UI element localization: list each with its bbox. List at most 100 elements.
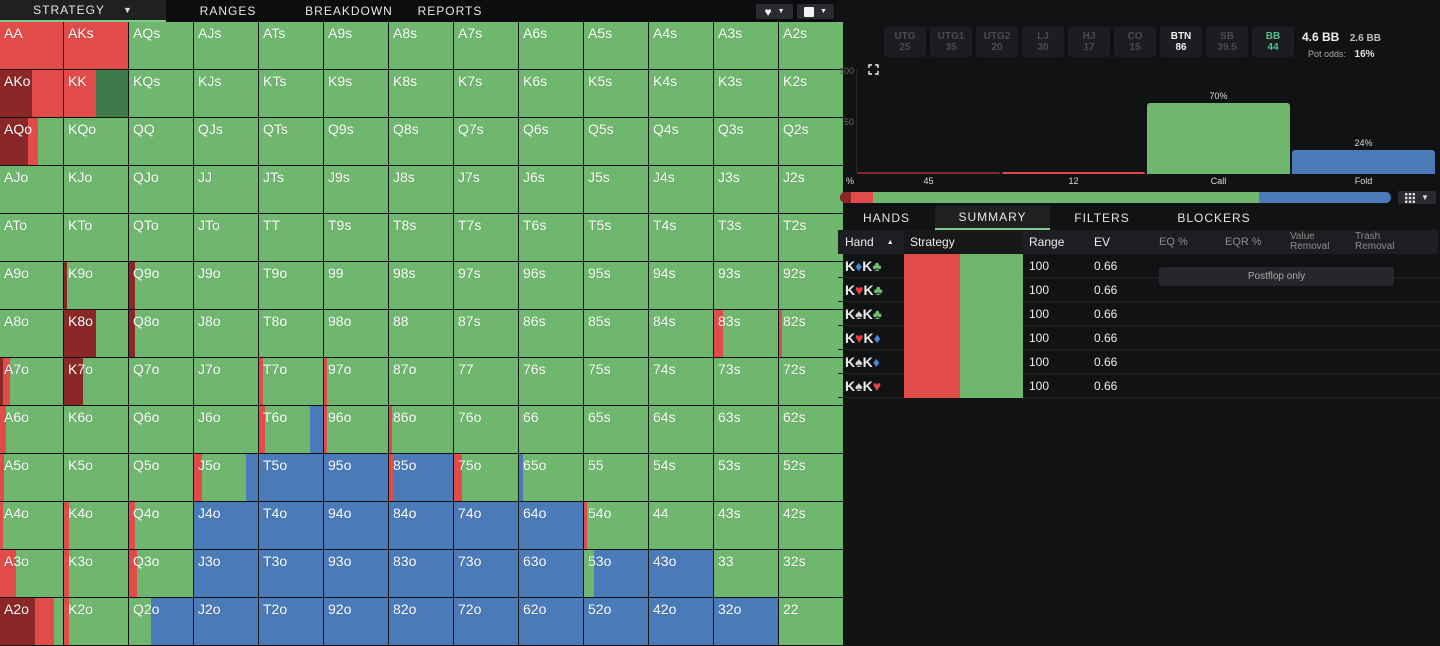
hand-cell-Q8o[interactable]: Q8o [129, 310, 193, 357]
hand-cell-J8o[interactable]: J8o [194, 310, 258, 357]
hand-cell-52s[interactable]: 52s [779, 454, 843, 501]
hand-cell-ATo[interactable]: ATo [0, 214, 63, 261]
hand-cell-J6o[interactable]: J6o [194, 406, 258, 453]
hand-cell-Q5s[interactable]: Q5s [584, 118, 648, 165]
hand-cell-44[interactable]: 44 [649, 502, 713, 549]
hand-cell-K4s[interactable]: K4s [649, 70, 713, 117]
hand-cell-83o[interactable]: 83o [389, 550, 453, 597]
hand-cell-Q8s[interactable]: Q8s [389, 118, 453, 165]
hand-cell-K8o[interactable]: K8o [64, 310, 128, 357]
hand-cell-Q3s[interactable]: Q3s [714, 118, 778, 165]
hand-cell-AKs[interactable]: AKs [64, 22, 128, 69]
tab-hands[interactable]: HANDS [838, 206, 935, 230]
chart-bar-12[interactable] [1002, 171, 1145, 174]
hand-cell-22[interactable]: 22 [779, 598, 843, 645]
hand-cell-83s[interactable]: 83s [714, 310, 778, 357]
hand-cell-32o[interactable]: 32o [714, 598, 778, 645]
hand-cell-QTo[interactable]: QTo [129, 214, 193, 261]
hand-cell-65s[interactable]: 65s [584, 406, 648, 453]
hand-cell-A9s[interactable]: A9s [324, 22, 388, 69]
hand-cell-T6s[interactable]: T6s [519, 214, 583, 261]
hand-cell-74o[interactable]: 74o [454, 502, 518, 549]
hand-cell-75s[interactable]: 75s [584, 358, 648, 405]
hand-cell-A4s[interactable]: A4s [649, 22, 713, 69]
hand-cell-55[interactable]: 55 [584, 454, 648, 501]
hand-cell-A5s[interactable]: A5s [584, 22, 648, 69]
hand-cell-73o[interactable]: 73o [454, 550, 518, 597]
hand-cell-93o[interactable]: 93o [324, 550, 388, 597]
hand-cell-J3s[interactable]: J3s [714, 166, 778, 213]
hand-cell-Q4o[interactable]: Q4o [129, 502, 193, 549]
table-row[interactable]: K♠K♥ 100 0.66 [838, 374, 1438, 398]
position-hj[interactable]: HJ 17 [1068, 27, 1110, 57]
hand-cell-42o[interactable]: 42o [649, 598, 713, 645]
table-row[interactable]: K♠K♣ 100 0.66 [838, 302, 1438, 326]
hand-cell-66[interactable]: 66 [519, 406, 583, 453]
hand-cell-52o[interactable]: 52o [584, 598, 648, 645]
col-range[interactable]: Range [1029, 230, 1064, 254]
display-filter-dropdown[interactable]: ▼ [797, 4, 834, 19]
hand-cell-98o[interactable]: 98o [324, 310, 388, 357]
hand-cell-T9o[interactable]: T9o [259, 262, 323, 309]
hand-cell-42s[interactable]: 42s [779, 502, 843, 549]
hand-cell-73s[interactable]: 73s [714, 358, 778, 405]
hand-cell-Q5o[interactable]: Q5o [129, 454, 193, 501]
hand-cell-J6s[interactable]: J6s [519, 166, 583, 213]
hand-cell-72o[interactable]: 72o [454, 598, 518, 645]
hand-cell-62s[interactable]: 62s [779, 406, 843, 453]
hand-cell-KQo[interactable]: KQo [64, 118, 128, 165]
hand-cell-95o[interactable]: 95o [324, 454, 388, 501]
hand-cell-92s[interactable]: 92s [779, 262, 843, 309]
hand-cell-TT[interactable]: TT [259, 214, 323, 261]
suit-filter-dropdown[interactable]: ♥ ▼ [756, 4, 793, 19]
hand-cell-Q2s[interactable]: Q2s [779, 118, 843, 165]
hand-cell-85s[interactable]: 85s [584, 310, 648, 357]
hand-cell-Q6o[interactable]: Q6o [129, 406, 193, 453]
hand-cell-A3s[interactable]: A3s [714, 22, 778, 69]
tab-breakdown[interactable]: BREAKDOWN [290, 0, 408, 22]
hand-cell-63s[interactable]: 63s [714, 406, 778, 453]
hand-cell-J7s[interactable]: J7s [454, 166, 518, 213]
hand-cell-T2s[interactable]: T2s [779, 214, 843, 261]
hand-cell-AA[interactable]: AA [0, 22, 63, 69]
expand-icon[interactable] [868, 64, 879, 75]
hand-cell-QJo[interactable]: QJo [129, 166, 193, 213]
hand-cell-A5o[interactable]: A5o [0, 454, 63, 501]
hand-cell-Q9o[interactable]: Q9o [129, 262, 193, 309]
hand-cell-84o[interactable]: 84o [389, 502, 453, 549]
col-strategy[interactable]: Strategy [904, 230, 1023, 254]
hand-cell-K6s[interactable]: K6s [519, 70, 583, 117]
hand-cell-93s[interactable]: 93s [714, 262, 778, 309]
hand-cell-T3s[interactable]: T3s [714, 214, 778, 261]
hand-cell-T5s[interactable]: T5s [584, 214, 648, 261]
hand-cell-K6o[interactable]: K6o [64, 406, 128, 453]
hand-cell-AJs[interactable]: AJs [194, 22, 258, 69]
hand-cell-72s[interactable]: 72s [779, 358, 843, 405]
hand-cell-64s[interactable]: 64s [649, 406, 713, 453]
hand-cell-J4o[interactable]: J4o [194, 502, 258, 549]
hand-cell-A4o[interactable]: A4o [0, 502, 63, 549]
hand-cell-K7s[interactable]: K7s [454, 70, 518, 117]
hand-cell-K2s[interactable]: K2s [779, 70, 843, 117]
hand-cell-43o[interactable]: 43o [649, 550, 713, 597]
hand-cell-87s[interactable]: 87s [454, 310, 518, 357]
hand-cell-K3s[interactable]: K3s [714, 70, 778, 117]
hand-cell-AQo[interactable]: AQo [0, 118, 63, 165]
hand-cell-AJo[interactable]: AJo [0, 166, 63, 213]
hand-cell-95s[interactable]: 95s [584, 262, 648, 309]
hand-cell-KQs[interactable]: KQs [129, 70, 193, 117]
hand-cell-J7o[interactable]: J7o [194, 358, 258, 405]
hand-cell-AKo[interactable]: AKo [0, 70, 63, 117]
hand-cell-J4s[interactable]: J4s [649, 166, 713, 213]
col-ev[interactable]: EV [1094, 230, 1110, 254]
table-row[interactable]: K♥K♦ 100 0.66 [838, 326, 1438, 350]
hand-cell-99[interactable]: 99 [324, 262, 388, 309]
hand-cell-74s[interactable]: 74s [649, 358, 713, 405]
hand-cell-K9o[interactable]: K9o [64, 262, 128, 309]
hand-cell-T6o[interactable]: T6o [259, 406, 323, 453]
tab-blockers[interactable]: BLOCKERS [1154, 206, 1274, 230]
hand-cell-A6s[interactable]: A6s [519, 22, 583, 69]
tab-summary[interactable]: SUMMARY [935, 206, 1050, 230]
hand-cell-77[interactable]: 77 [454, 358, 518, 405]
chart-bar-45[interactable] [857, 171, 1000, 174]
